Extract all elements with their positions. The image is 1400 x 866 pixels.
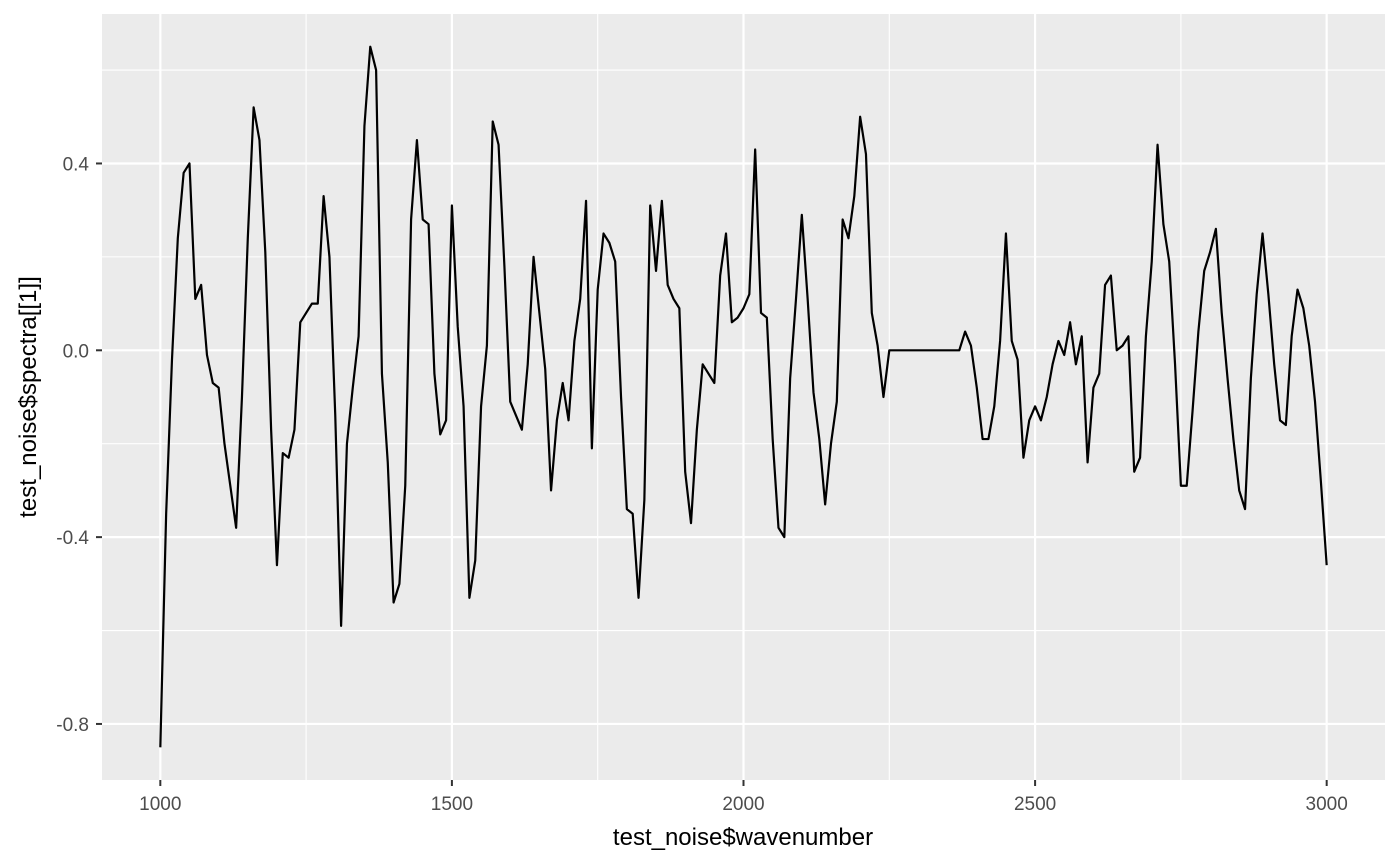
y-axis-ticks: -0.8 -0.4 0.0 0.4 [56,154,102,736]
major-gridlines [102,14,1385,780]
y-tick-label: -0.8 [56,715,89,736]
x-tick-label: 1500 [431,794,473,815]
y-axis-title: test_noise$spectra[[1]] [15,276,42,517]
x-axis-ticks: 1000 1500 2000 2500 3000 [139,780,1348,815]
y-tick-label: 0.0 [63,341,89,362]
y-tick-label: -0.4 [56,528,89,549]
x-tick-label: 3000 [1306,794,1348,815]
y-tick-label: 0.4 [63,154,90,175]
x-tick-label: 2500 [1014,794,1056,815]
x-axis-title: test_noise$wavenumber [613,824,873,851]
x-tick-label: 1000 [139,794,181,815]
spectrum-line [159,45,1328,748]
x-tick-label: 2000 [722,794,764,815]
